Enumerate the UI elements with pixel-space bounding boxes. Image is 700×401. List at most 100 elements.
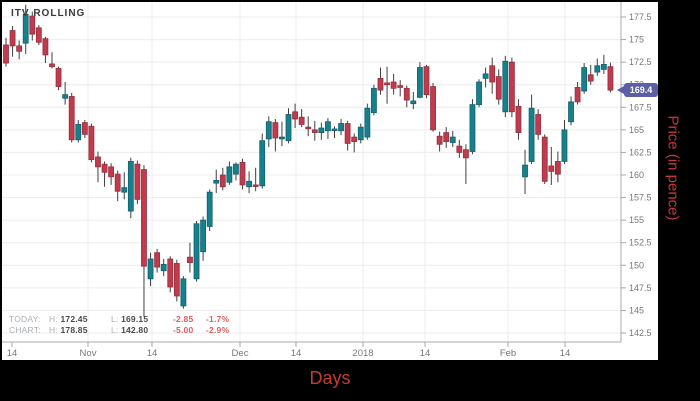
candle-body[interactable] (357, 126, 364, 141)
candle-body[interactable] (443, 132, 450, 142)
candle-body[interactable] (239, 161, 246, 186)
candle-body[interactable] (561, 129, 568, 162)
candle-body[interactable] (35, 27, 42, 43)
candle-body[interactable] (160, 263, 167, 272)
candle-body[interactable] (515, 105, 522, 133)
candle-body[interactable] (121, 187, 128, 193)
candle-body[interactable] (55, 68, 62, 87)
candle-body[interactable] (279, 136, 285, 140)
candle-body[interactable] (88, 125, 95, 161)
candle-body[interactable] (167, 258, 174, 288)
candle-body[interactable] (200, 219, 207, 253)
candle-body[interactable] (154, 252, 161, 268)
candle-body[interactable] (285, 114, 292, 142)
candle-body[interactable] (226, 166, 233, 183)
axes: 142.5 145 147.5 150 152.5 155 157.5 160 162.5 165… (2, 2, 652, 359)
candle-body[interactable] (311, 129, 318, 133)
candle-body[interactable] (390, 81, 397, 89)
candle-body[interactable] (397, 85, 404, 88)
legend-row-chart: CHART: H: 178.85 L: 142.80 -5.00 -2.9% (9, 325, 239, 336)
candle-body[interactable] (456, 145, 463, 153)
legend-chart-change: -5.00 (173, 324, 194, 335)
candle-body[interactable] (469, 104, 476, 152)
candle-body[interactable] (42, 38, 49, 56)
candle-body[interactable] (462, 149, 469, 159)
candle-body[interactable] (22, 13, 29, 44)
candle-body[interactable] (193, 223, 200, 280)
candle-body[interactable] (259, 140, 266, 187)
candle-body[interactable] (62, 94, 69, 99)
candle-body[interactable] (68, 96, 75, 141)
candle-body[interactable] (219, 174, 226, 188)
candle-body[interactable] (568, 101, 574, 123)
candle-body[interactable] (554, 161, 561, 175)
candle-body[interactable] (364, 107, 371, 138)
candle-body[interactable] (134, 163, 141, 200)
candle-body[interactable] (581, 67, 588, 92)
candle-body[interactable] (49, 63, 55, 68)
candle-body[interactable] (344, 123, 351, 144)
candle-body[interactable] (476, 81, 482, 105)
candle-body[interactable] (147, 258, 154, 280)
candle-body[interactable] (522, 164, 528, 178)
candle-body[interactable] (436, 135, 443, 145)
candle-body[interactable] (384, 82, 390, 86)
candle-body[interactable] (233, 163, 239, 175)
candle-body[interactable] (298, 116, 305, 125)
x-tick-label: 14 (7, 348, 18, 359)
candle-body[interactable] (331, 128, 338, 131)
candle-body[interactable] (489, 65, 496, 83)
candle-body[interactable] (29, 15, 36, 35)
candle-body[interactable] (594, 65, 601, 73)
candle-body[interactable] (410, 100, 417, 105)
candle-body[interactable] (305, 126, 312, 130)
candle-body[interactable] (265, 121, 272, 140)
y-tick-label: 157.5 (629, 193, 652, 203)
candle-body[interactable] (292, 111, 298, 120)
candle-body[interactable] (607, 66, 614, 91)
candle-body[interactable] (482, 73, 489, 79)
candle-body[interactable] (351, 136, 358, 142)
candle-body[interactable] (16, 45, 23, 52)
candle-body[interactable] (528, 107, 535, 162)
candle-body[interactable] (430, 86, 436, 131)
candle-body[interactable] (246, 180, 252, 188)
candle-body[interactable] (338, 123, 344, 132)
candle-body[interactable] (541, 136, 548, 182)
candle-body[interactable] (95, 156, 101, 168)
candle-body[interactable] (173, 263, 180, 297)
candle-body[interactable] (403, 87, 410, 101)
candle-body[interactable] (449, 136, 456, 143)
candle-body[interactable] (101, 163, 108, 173)
candle-body[interactable] (75, 124, 82, 141)
candle-body[interactable] (180, 278, 187, 307)
candles (3, 4, 614, 317)
candle-body[interactable] (272, 122, 279, 139)
candle-body[interactable] (318, 127, 325, 133)
candle-body[interactable] (495, 76, 502, 100)
candle-body[interactable] (574, 87, 581, 103)
candle-body[interactable] (587, 74, 594, 82)
candle-body[interactable] (371, 87, 377, 114)
candle-body[interactable] (252, 184, 259, 187)
candle-body[interactable] (508, 61, 515, 113)
candle-body[interactable] (206, 191, 213, 227)
candle-body[interactable] (9, 30, 16, 47)
candle-body[interactable] (423, 66, 430, 96)
candle-body[interactable] (114, 173, 121, 192)
candle-body[interactable] (535, 114, 542, 135)
candle-body[interactable] (187, 256, 193, 263)
candle-body[interactable] (417, 67, 423, 98)
candle-body[interactable] (600, 64, 607, 70)
candle-body[interactable] (325, 121, 331, 132)
candle-body[interactable] (502, 60, 509, 113)
candle-body[interactable] (81, 122, 88, 135)
candle-body[interactable] (127, 161, 134, 212)
candle-body[interactable] (3, 44, 9, 64)
candle-body[interactable] (141, 169, 147, 267)
candle-body[interactable] (377, 77, 384, 91)
candle-body[interactable] (213, 180, 220, 184)
candle-body[interactable] (548, 165, 555, 172)
candle-body[interactable] (108, 166, 115, 178)
